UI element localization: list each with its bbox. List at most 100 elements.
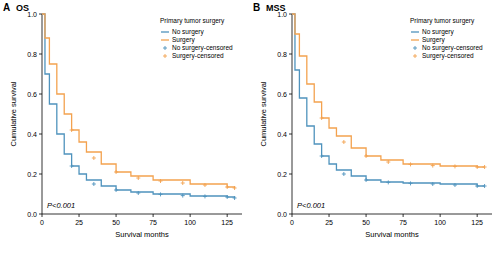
censor-mark [453,183,457,187]
censor-mark [483,165,487,169]
y-tick-label: 0.4 [27,131,37,138]
censor-mark [136,176,140,180]
x-tick [227,214,228,217]
legend-swatch [161,31,169,32]
legend-label: No surgery-censored [422,44,483,52]
x-tick-label: 75 [399,219,407,226]
y-tick [289,94,292,95]
y-tick [39,14,42,15]
y-tick [39,94,42,95]
y-tick [289,54,292,55]
x-tick [403,214,404,217]
x-tick-label: 75 [149,219,157,226]
annotation: P<0.001 [297,201,325,210]
censor-mark [70,128,74,132]
censor-mark [92,182,96,186]
survival-curve [42,14,235,188]
x-tick-label: 0 [40,219,44,226]
censor-mark [409,181,413,185]
y-tick-label: 0.0 [27,211,37,218]
censor-mark [70,164,74,168]
censor-mark [453,164,457,168]
y-tick [39,174,42,175]
censor-mark [181,181,185,185]
censor-mark [114,188,118,192]
x-tick [366,214,367,217]
y-tick [39,54,42,55]
plot-area [292,14,487,188]
censor-mark [320,116,324,120]
y-tick [289,174,292,175]
censor-mark [136,191,140,195]
legend-swatch [413,46,417,50]
y-tick-label: 0.6 [27,91,37,98]
censor-mark [159,192,163,196]
x-tick [116,214,117,217]
figure: AOS0.00.20.40.60.81.00255075100125Surviv… [0,0,500,256]
panel: AOS0.00.20.40.60.81.00255075100125Surviv… [3,2,242,239]
panel-label: B [253,2,260,13]
y-axis-line [292,14,293,214]
legend-label: Surgery [422,36,446,44]
y-tick-label: 0.8 [27,51,37,58]
y-tick-label: 0.2 [277,171,287,178]
censor-mark [203,183,207,187]
censor-mark [203,194,207,198]
survival-curve [42,14,235,198]
censor-mark [386,160,390,164]
x-tick [42,214,43,217]
legend-swatch [413,54,417,58]
legend-swatch [411,39,419,40]
legend-label: Surgery-censored [422,52,474,60]
censor-mark [92,156,96,160]
y-axis-title: Cumulative survival [259,81,268,146]
censor-mark [225,195,229,199]
legend-title: Primary tumor surgery [410,17,475,25]
censor-mark [364,154,368,158]
x-tick [153,214,154,217]
x-tick [329,214,330,217]
censor-mark [159,179,163,183]
y-tick-label: 0.2 [27,171,37,178]
y-tick-label: 0.0 [277,211,287,218]
censor-mark [386,180,390,184]
x-tick-label: 0 [290,219,294,226]
legend-swatch [163,46,167,50]
censor-mark [342,140,346,144]
x-tick [190,214,191,217]
censor-mark [320,154,324,158]
censor-mark [475,184,479,188]
censor-mark [342,172,346,176]
legend-label: Surgery-censored [172,52,224,60]
x-tick [477,214,478,217]
y-tick [39,134,42,135]
censor-mark [114,170,118,174]
survival-curve [292,14,485,167]
y-tick [289,134,292,135]
legend-swatch [411,31,419,32]
legend-swatch [161,39,169,40]
y-tick [289,14,292,15]
survival-curve [292,14,485,186]
censor-mark [364,178,368,182]
x-tick-label: 125 [221,219,233,226]
y-tick-label: 0.6 [277,91,287,98]
y-tick-label: 1.0 [277,11,287,18]
legend-swatch [163,54,167,58]
x-tick [79,214,80,217]
censor-mark [233,186,237,190]
panel: BMSS0.00.20.40.60.81.00255075100125Survi… [253,2,492,239]
x-tick-label: 50 [112,219,120,226]
censor-mark [483,184,487,188]
y-tick [39,214,42,215]
x-axis-line [42,214,242,215]
x-tick-label: 25 [325,219,333,226]
x-tick [440,214,441,217]
plot-area [42,14,237,200]
x-tick-label: 100 [434,219,446,226]
legend-label: Surgery [172,36,196,44]
x-axis-line [292,214,492,215]
x-axis-title: Survival months [365,230,419,239]
y-tick-label: 0.8 [277,51,287,58]
x-tick-label: 100 [184,219,196,226]
